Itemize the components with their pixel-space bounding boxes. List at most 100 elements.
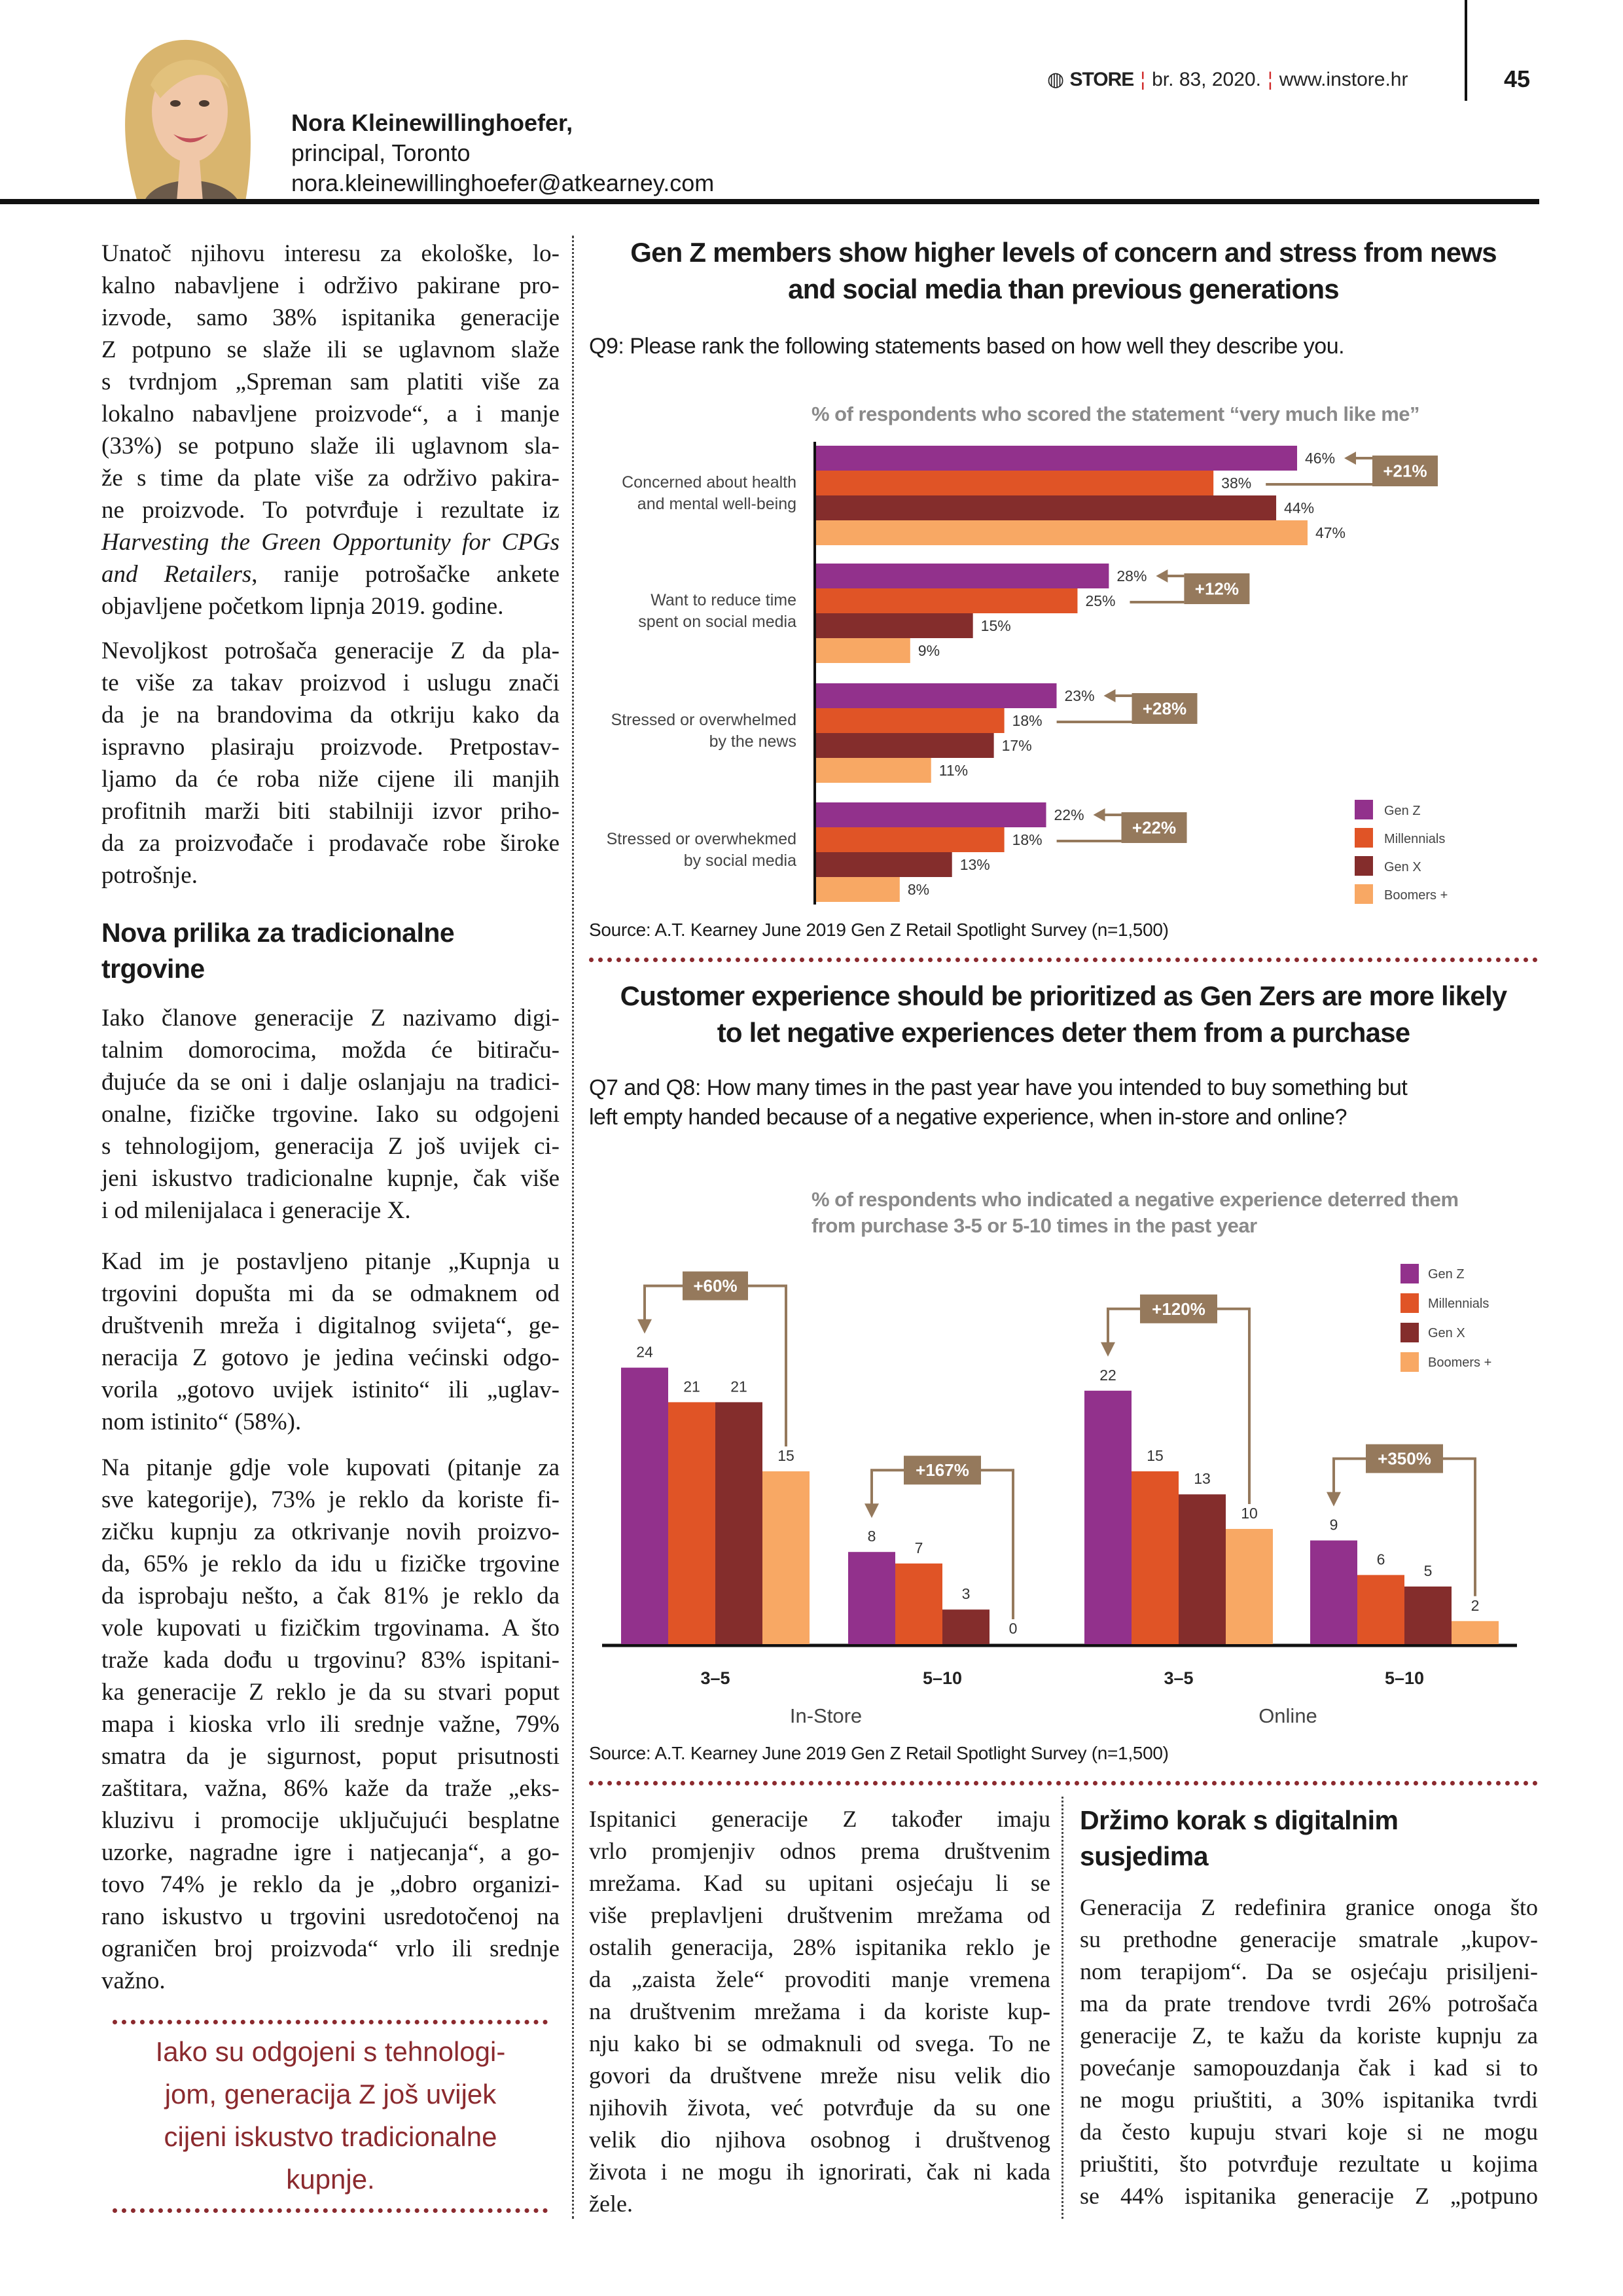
text-line: objavljene početkom lipnja 2019. godine. bbox=[101, 593, 504, 620]
value-label: 3 bbox=[962, 1585, 971, 1602]
annotation-label: +350% bbox=[1378, 1449, 1431, 1469]
text-line: (33%) se potpuno slaže ili uglavnom sla- bbox=[101, 433, 560, 459]
chart2-question: Q7 and Q8: How many times in the past ye… bbox=[589, 1075, 1408, 1130]
pullquote-line: cijeni iskustvo tradicionalne bbox=[164, 2121, 497, 2152]
category-label: Stressed or overwhelmed bbox=[611, 711, 796, 729]
annotation-box bbox=[1132, 693, 1198, 724]
text-line: đujuće da se oni i dalje oslanjaju na tr… bbox=[101, 1069, 560, 1096]
text-line: Unatoč njihovu interesu za ekološke, lo- bbox=[101, 240, 560, 267]
pullquote-line: kupnje. bbox=[286, 2164, 375, 2195]
text-segment: , ranije potrošačke ankete bbox=[251, 561, 560, 588]
value-label: 21 bbox=[683, 1378, 700, 1395]
legend-label: Gen X bbox=[1384, 860, 1421, 874]
bar-millennials bbox=[816, 827, 1005, 852]
text-line: and Retailers, ranije potrošačke ankete bbox=[101, 558, 560, 590]
text-line: potrošnje. bbox=[101, 862, 198, 889]
bar-gen-z bbox=[621, 1367, 668, 1644]
section-divider bbox=[589, 1781, 1538, 1785]
category-label: 3–5 bbox=[1164, 1668, 1193, 1688]
text-line: kalno nabavljene i održivo pakirane pro- bbox=[101, 272, 560, 299]
value-label: 10 bbox=[1241, 1505, 1258, 1522]
text-line: na društvenim mrežama i da koriste kup- bbox=[589, 1998, 1050, 2024]
text-line: talnim domorocima, možda će bitiraču- bbox=[101, 1037, 560, 1064]
chart1-subtitle: % of respondents who scored the statemen… bbox=[812, 403, 1420, 425]
value-label: 9 bbox=[1330, 1516, 1338, 1534]
bar-gen-x bbox=[816, 852, 952, 877]
text-line: kluzivu i promocije uključujući besplatn… bbox=[101, 1807, 560, 1834]
author-photo bbox=[98, 26, 272, 202]
header-divider bbox=[1465, 0, 1467, 101]
brand-name: STORE bbox=[1069, 69, 1135, 90]
text-line: povećanje samopouzdanja čak i kad si to bbox=[1080, 2054, 1538, 2081]
bar-gen-z bbox=[816, 446, 1297, 471]
pullquote-line: jom, generacija Z još uvijek bbox=[164, 2079, 497, 2109]
text-line: da za proizvođače i prodavače robe širok… bbox=[101, 830, 560, 857]
bar-gen-x bbox=[715, 1402, 762, 1644]
italic-title: Harvesting the Green Opportunity for CPG… bbox=[101, 529, 560, 556]
category-label: and mental well-being bbox=[637, 495, 796, 513]
section-heading: Držimo korak s digitalnim susjedima bbox=[1080, 1805, 1399, 1871]
store-logo-icon: ◍ bbox=[1047, 69, 1070, 90]
bar-boomers- bbox=[762, 1471, 810, 1644]
text-line: mapa i kioska vrlo ili srednje važne, 79… bbox=[101, 1711, 560, 1738]
value-label: 25% bbox=[1085, 592, 1115, 609]
value-label: 15% bbox=[981, 617, 1011, 634]
bar-boomers- bbox=[816, 877, 900, 902]
text-line: ne mogu priuštiti, a 30% ispitanika tvrd… bbox=[1080, 2087, 1538, 2113]
column-divider bbox=[1061, 1797, 1063, 2219]
website-link[interactable]: www.instore.hr bbox=[1279, 69, 1408, 90]
text-line: nom istinito“ (58%). bbox=[101, 1408, 302, 1435]
text-line: da, 65% je reklo da idu u fizičke trgovi… bbox=[101, 1551, 560, 1577]
text-line: Ispitanici generacije Z također imaju bbox=[589, 1806, 1050, 1832]
arrow-left-icon bbox=[1156, 569, 1168, 583]
text-line: ne proizvode. To potvrđuje i rezultate i… bbox=[101, 497, 560, 524]
text-line: generacije Z, te kažu da koriste kupnju … bbox=[1080, 2022, 1538, 2049]
text-line: da često kupuju stvari koje si ne mogu bbox=[1080, 2119, 1538, 2145]
value-label: 7 bbox=[915, 1539, 923, 1556]
author-portrait-icon bbox=[125, 39, 251, 202]
chart1-bar-chart: Concerned about health and mental well-be… bbox=[607, 442, 1448, 905]
legend-swatch bbox=[1400, 1323, 1419, 1342]
value-label: 47% bbox=[1315, 524, 1346, 541]
category-label: by social media bbox=[684, 852, 796, 870]
value-label: 22% bbox=[1054, 806, 1084, 823]
text-line: da isprobaju nešto, a čak 81% je reklo d… bbox=[101, 1583, 560, 1609]
category-label: Want to reduce time bbox=[651, 591, 796, 609]
bar-gen-z bbox=[816, 802, 1046, 827]
annotation-label: +28% bbox=[1143, 699, 1186, 719]
separator: ¦ bbox=[1267, 69, 1273, 90]
bar-millennials bbox=[1132, 1471, 1179, 1644]
value-label: 18% bbox=[1012, 712, 1043, 729]
bar-millennials bbox=[668, 1402, 715, 1644]
text-line: smatra da je sigurnost, poput prisutnost… bbox=[101, 1743, 560, 1770]
legend-label: Boomers + bbox=[1428, 1355, 1491, 1370]
text-line: govori da društvene mreže nisu velik dio bbox=[589, 2062, 1050, 2089]
value-label: 24 bbox=[636, 1344, 653, 1361]
chart2-source: Source: A.T. Kearney June 2019 Gen Z Ret… bbox=[589, 1743, 1169, 1763]
category-label: Stressed or overwhekmed bbox=[607, 830, 796, 848]
legend-label: Boomers + bbox=[1384, 888, 1448, 903]
paragraph: Ispitanici generacije Z također imaju vrl… bbox=[589, 1803, 1050, 2220]
text-line: priuštiti, što potvrđuje rezultate u koj… bbox=[1080, 2151, 1538, 2177]
text-line: su prethodne generacije smatrale „kupov- bbox=[1080, 1926, 1538, 1952]
text-line: zaštitara, važna, 86% kaže da traže „eks… bbox=[101, 1775, 560, 1802]
annotation-label: +22% bbox=[1132, 818, 1176, 838]
annotation-box bbox=[1121, 812, 1187, 843]
text-line: života i ne mogu ih ignorirati, čak ni k… bbox=[589, 2159, 1050, 2185]
text-line: trgovini dopušta mi da se odmaknem od bbox=[101, 1280, 560, 1307]
pullquote-top-divider bbox=[113, 2020, 548, 2024]
text-line: žele. bbox=[589, 2191, 633, 2217]
text-line: s tvrdnjom „Spreman sam platiti više za bbox=[101, 368, 560, 395]
annotation-box bbox=[1140, 1294, 1217, 1323]
text-line: ostalih generacija, 28% ispitanika reklo… bbox=[589, 1934, 1050, 1960]
text-line: ma da prate trendove tvrdi 26% potrošača bbox=[1080, 1990, 1538, 2017]
text-line: velik dio njihova osobnog i društvenog bbox=[589, 2126, 1050, 2153]
text-line: Iako članove generacije Z nazivamo digi- bbox=[101, 1005, 560, 1031]
bar-millennials bbox=[816, 588, 1078, 613]
bar-boomers- bbox=[816, 520, 1308, 545]
chart1-source: Source: A.T. Kearney June 2019 Gen Z Ret… bbox=[589, 920, 1169, 940]
text-line: Kad im je postavljeno pitanje „Kupnja u bbox=[101, 1248, 560, 1275]
arrow-left-icon bbox=[1103, 689, 1116, 702]
legend-swatch bbox=[1355, 828, 1373, 848]
bar-gen-x bbox=[816, 733, 994, 758]
